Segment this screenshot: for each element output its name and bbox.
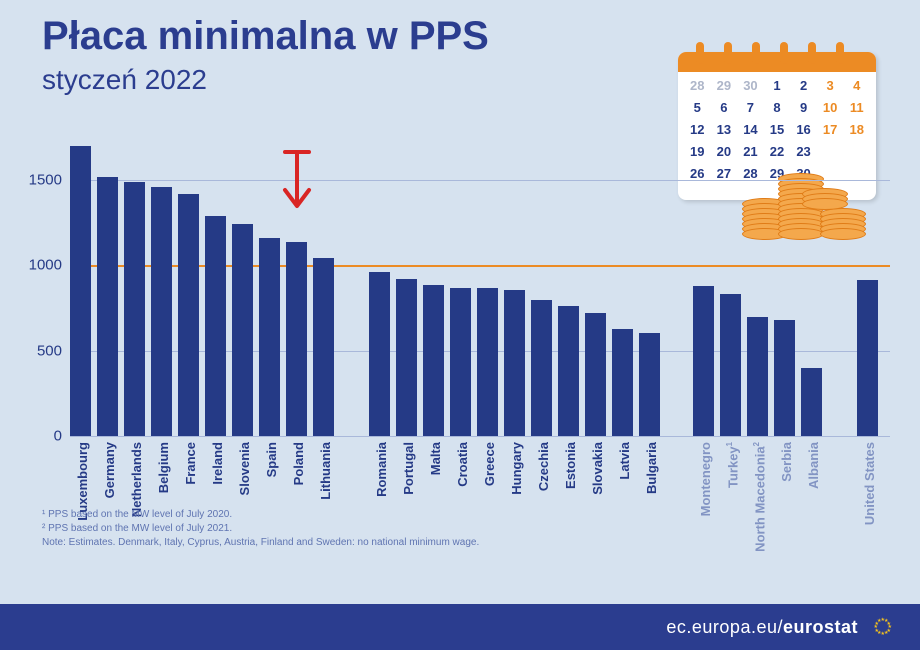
footnote-line: Note: Estimates. Denmark, Italy, Cyprus,… bbox=[42, 536, 479, 550]
y-tick-label: 1500 bbox=[29, 172, 70, 189]
bar-label: Spain bbox=[264, 442, 279, 477]
bar-label: Malta bbox=[428, 442, 443, 475]
bar bbox=[313, 258, 334, 436]
bar-label: Bulgaria bbox=[644, 442, 659, 494]
footer-bar: ec.europa.eu/eurostat ★★★★★★★★★★★★ bbox=[0, 604, 920, 650]
footnote-line: ¹ PPS based on the MW level of July 2020… bbox=[42, 508, 479, 522]
bar bbox=[450, 288, 471, 436]
footnotes: ¹ PPS based on the MW level of July 2020… bbox=[42, 508, 479, 550]
bar-label: Ireland bbox=[210, 442, 225, 485]
y-tick-label: 500 bbox=[37, 342, 70, 359]
bar-chart: 050010001500LuxembourgGermanyNetherlands… bbox=[70, 146, 890, 436]
y-tick-label: 1000 bbox=[29, 257, 70, 274]
footer-url: ec.europa.eu/eurostat bbox=[666, 617, 858, 638]
bar bbox=[504, 290, 525, 436]
bar-label: Estonia bbox=[563, 442, 578, 489]
bar bbox=[205, 216, 226, 436]
gridline bbox=[70, 180, 890, 181]
main-panel: Płaca minimalna w PPS styczeń 2022 28293… bbox=[0, 0, 920, 604]
chart-title: Płaca minimalna w PPS bbox=[42, 14, 489, 59]
bar-label: Montenegro bbox=[698, 442, 713, 516]
bar bbox=[801, 368, 822, 436]
bar-label: Albania bbox=[806, 442, 821, 489]
bar-label: Belgium bbox=[156, 442, 171, 493]
bar-label: Portugal bbox=[401, 442, 416, 495]
bar bbox=[232, 224, 253, 436]
bar-label: Czechia bbox=[536, 442, 551, 491]
bar bbox=[259, 238, 280, 436]
bar bbox=[531, 300, 552, 436]
bar-label: Lithuania bbox=[318, 442, 333, 500]
bar-label: Latvia bbox=[617, 442, 632, 480]
bar-label: Germany bbox=[102, 442, 117, 498]
bar bbox=[369, 272, 390, 436]
bar-label: Turkey1 bbox=[725, 442, 740, 488]
bar bbox=[720, 294, 741, 436]
bar bbox=[178, 194, 199, 436]
bar-label: Greece bbox=[482, 442, 497, 486]
bar-label: Serbia bbox=[779, 442, 794, 482]
eu-flag-icon: ★★★★★★★★★★★★ bbox=[868, 617, 898, 637]
bar bbox=[774, 320, 795, 436]
bar bbox=[151, 187, 172, 436]
bar-label: Netherlands bbox=[129, 442, 144, 517]
bar bbox=[585, 313, 606, 436]
bar-label: Croatia bbox=[455, 442, 470, 487]
bar-label: Slovakia bbox=[590, 442, 605, 495]
bar bbox=[857, 280, 878, 436]
bar-label: United States bbox=[862, 442, 877, 525]
bar-label: Slovenia bbox=[237, 442, 252, 495]
bar bbox=[558, 306, 579, 436]
footnote-line: ² PPS based on the MW level of July 2021… bbox=[42, 522, 479, 536]
chart-subtitle: styczeń 2022 bbox=[42, 64, 207, 96]
bar bbox=[423, 285, 444, 436]
y-tick-label: 0 bbox=[54, 428, 70, 445]
bar bbox=[286, 242, 307, 436]
gridline bbox=[70, 436, 890, 437]
bar bbox=[612, 329, 633, 436]
bar-label: Poland bbox=[291, 442, 306, 485]
bar-label: Hungary bbox=[509, 442, 524, 495]
bar-label: Romania bbox=[374, 442, 389, 497]
bar-label: North Macedonia2 bbox=[752, 442, 767, 552]
bar bbox=[639, 333, 660, 436]
bar bbox=[124, 182, 145, 436]
bar bbox=[97, 177, 118, 436]
bar bbox=[396, 279, 417, 436]
bar bbox=[70, 146, 91, 436]
bar bbox=[693, 286, 714, 436]
bar bbox=[477, 288, 498, 436]
bar bbox=[747, 317, 768, 436]
bar-label: France bbox=[183, 442, 198, 485]
